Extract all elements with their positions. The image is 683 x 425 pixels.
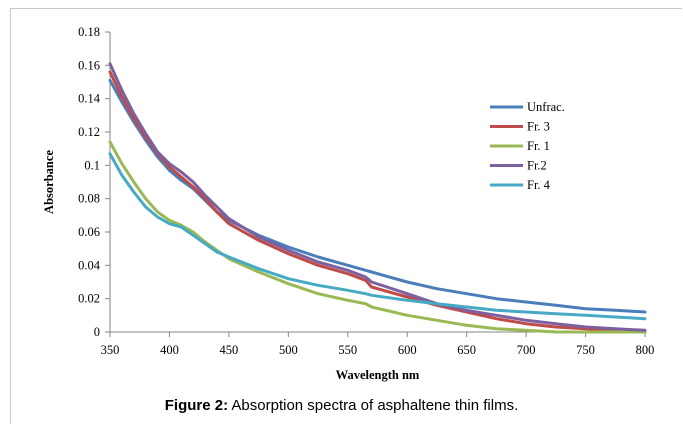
series-line (108, 152, 647, 321)
legend-entry: Fr. 4 (527, 178, 551, 192)
y-tick-label: 0.14 (78, 92, 101, 106)
legend-entry: Fr. 3 (527, 120, 550, 134)
legend-entry: Unfrac. (527, 100, 565, 114)
y-tick-label: 0.18 (78, 25, 100, 39)
caption-text: Absorption spectra of asphaltene thin fi… (228, 397, 519, 414)
y-tick-label: 0.02 (78, 292, 100, 306)
figure-frame (10, 8, 682, 424)
series-line (108, 140, 647, 334)
x-tick-label: 600 (398, 343, 417, 357)
x-tick-label: 700 (517, 343, 536, 357)
x-tick-label: 750 (576, 343, 595, 357)
x-tick-label: 400 (160, 343, 179, 357)
figure-caption: Figure 2: Absorption spectra of asphalte… (0, 397, 683, 414)
legend-entry: Fr.2 (527, 159, 547, 173)
series-line (108, 62, 647, 332)
y-tick-label: 0.04 (78, 258, 101, 272)
x-tick-label: 500 (279, 343, 298, 357)
line-chart: Wavelength nm Absorbance 0 0.02 0.04 0.06 0.… (42, 25, 655, 382)
y-tick-label: 0.12 (78, 125, 100, 139)
x-tick-label: 450 (220, 343, 239, 357)
y-tick-label: 0.08 (78, 192, 100, 206)
x-tick-label: 800 (636, 343, 655, 357)
y-tick-label: 0.1 (84, 158, 100, 172)
caption-label: Figure 2: (164, 397, 229, 414)
x-tick-label: 650 (457, 343, 476, 357)
x-tick-label: 350 (101, 343, 120, 357)
x-tick-label: 550 (338, 343, 357, 357)
y-tick-label: 0.06 (78, 225, 100, 239)
series-line (108, 78, 647, 314)
y-tick-label: 0 (94, 325, 100, 339)
y-axis-title: Absorbance (42, 150, 56, 214)
legend-entry: Fr. 1 (527, 139, 550, 153)
x-axis-title: Wavelength nm (336, 368, 420, 382)
y-tick-label: 0.16 (78, 58, 100, 72)
